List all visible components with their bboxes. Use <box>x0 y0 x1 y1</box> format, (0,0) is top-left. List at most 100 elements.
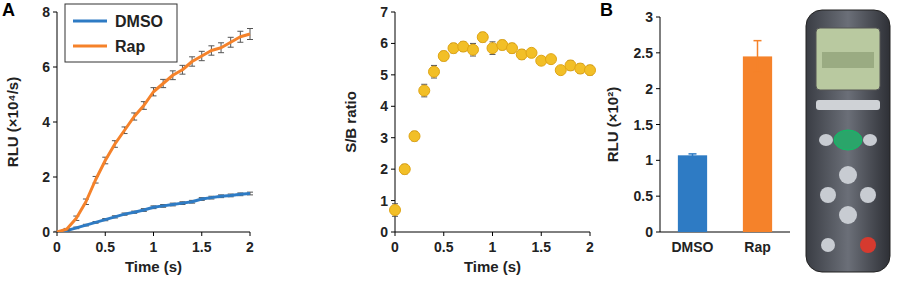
y-tick <box>656 17 660 18</box>
y-tick-label: 4 <box>380 98 388 114</box>
y-tick-label: 6 <box>42 59 50 75</box>
legend-label: DMSO <box>115 13 163 30</box>
x-tick <box>250 232 251 236</box>
x-tick-label: 1 <box>150 239 158 255</box>
error-cap <box>218 52 224 53</box>
y-tick-label: 3 <box>645 9 653 25</box>
error-cap <box>160 79 166 80</box>
legend-label: Rap <box>115 38 145 55</box>
bar <box>678 155 707 232</box>
panel: B00.511.522.53RLU (×10²)DMSORap <box>600 0 790 255</box>
y-tick-label: 1.5 <box>634 117 654 133</box>
legend: DMSO Rap <box>65 4 177 62</box>
error-cap <box>237 42 243 43</box>
plot-area <box>390 32 596 217</box>
legend-swatch <box>73 45 107 48</box>
x-tick-label: 2 <box>246 239 254 255</box>
y-tick <box>391 12 395 13</box>
device-button <box>860 237 876 253</box>
error-cap <box>208 55 214 56</box>
error-cap <box>247 39 253 40</box>
x-tick-label: 1.5 <box>532 239 552 255</box>
point <box>409 131 420 142</box>
y-tick <box>391 137 395 138</box>
y-tick <box>656 160 660 161</box>
y-tick-label: 3 <box>380 130 388 146</box>
error-bar <box>754 41 762 73</box>
y-tick-label: 0 <box>645 224 653 240</box>
y-axis-label: RLU (×10²) <box>604 87 621 162</box>
bar <box>743 56 772 232</box>
error-bar <box>689 154 697 157</box>
y-tick-label: 0.5 <box>634 188 654 204</box>
panel-label: A <box>2 0 15 20</box>
y-tick <box>391 106 395 107</box>
y-tick-label: 0 <box>42 224 50 240</box>
x-tick <box>105 232 106 236</box>
point <box>546 54 557 65</box>
point <box>399 164 410 175</box>
error-cap <box>170 79 176 80</box>
point <box>536 55 547 66</box>
error-cap <box>218 42 224 43</box>
error-cap <box>237 31 243 32</box>
device-button <box>863 134 877 146</box>
device-button <box>820 187 836 203</box>
x-tick <box>590 232 591 236</box>
point <box>390 205 401 216</box>
x-tick <box>57 232 58 236</box>
x-tick <box>153 232 154 236</box>
legend-box <box>65 4 177 62</box>
legend-swatch <box>73 20 107 23</box>
y-tick <box>53 122 57 123</box>
device-button <box>819 134 833 146</box>
error-line <box>757 41 759 73</box>
point <box>507 43 518 54</box>
device-button <box>821 238 835 252</box>
y-tick <box>656 52 660 53</box>
y-axis-label: RLU (×10⁴/s) <box>4 77 21 167</box>
error-cap <box>179 74 185 75</box>
point <box>516 49 527 60</box>
point <box>448 43 459 54</box>
x-tick-label: 2 <box>586 239 594 255</box>
device-button <box>839 206 857 224</box>
y-tick-label: 2 <box>380 161 388 177</box>
x-tick <box>541 232 542 236</box>
error-cap <box>228 37 234 38</box>
x-tick-label: 0 <box>391 239 399 255</box>
y-tick-label: 1 <box>645 152 653 168</box>
y-tick-label: 2 <box>645 81 653 97</box>
y-tick-label: 1 <box>380 193 388 209</box>
panel: 01234567S/B ratio00.511.52Time (s) <box>342 4 596 275</box>
y-tick-label: 8 <box>42 4 50 20</box>
x-tick-label: 1.5 <box>192 239 212 255</box>
error-cap <box>247 28 253 29</box>
y-tick <box>53 12 57 13</box>
error-cap <box>199 60 205 61</box>
y-axis <box>395 12 396 232</box>
x-tick <box>492 232 493 236</box>
panel-label: B <box>600 0 613 20</box>
y-tick-label: 2 <box>42 169 50 185</box>
device-screen <box>816 28 880 90</box>
point <box>477 32 488 43</box>
x-tick <box>395 232 396 236</box>
y-tick-label: 5 <box>380 67 388 83</box>
y-tick <box>656 124 660 125</box>
x-tick-label: Rap <box>744 239 770 255</box>
y-tick-label: 2.5 <box>634 45 654 61</box>
x-tick-label: 0 <box>53 239 61 255</box>
device-button <box>860 187 876 203</box>
error-cap <box>754 71 762 73</box>
x-axis-label: Time (s) <box>464 258 521 275</box>
error-cap <box>189 56 195 57</box>
figure: A 0 2 4 6 8 RLU (×10⁴/s) 0 0.5 1 1.5 2 Time (s) DMSO R… <box>0 0 899 284</box>
point <box>419 85 430 96</box>
x-tick <box>201 232 202 236</box>
error-cap <box>189 66 195 67</box>
y-tick-label: 0 <box>380 224 388 240</box>
device-illustration <box>806 10 890 272</box>
panel: A02468RLU (×10⁴/s)00.511.52Time (s)DMSOR… <box>2 0 254 275</box>
series-line <box>57 34 250 232</box>
